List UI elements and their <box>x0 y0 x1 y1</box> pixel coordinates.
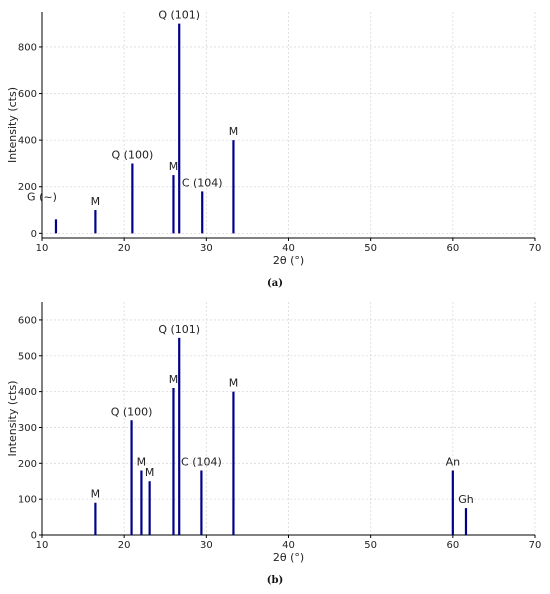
peak-label: M <box>229 377 239 390</box>
y-tick-label: 0 <box>31 229 37 240</box>
y-tick-label: 500 <box>18 351 37 362</box>
x-tick-label: 10 <box>36 540 49 551</box>
x-tick-label: 10 <box>36 243 49 254</box>
peak-label: Q (101) <box>158 323 200 336</box>
x-tick-label: 60 <box>446 540 459 551</box>
y-tick-label: 400 <box>18 387 37 398</box>
caption-b: (b) <box>267 575 283 586</box>
y-tick-label: 600 <box>18 89 37 100</box>
y-tick-label: 0 <box>31 531 37 542</box>
peak-label: An <box>446 455 461 468</box>
x-tick-label: 60 <box>446 243 459 254</box>
y-axis-label: Intensity (cts) <box>6 87 19 163</box>
peak-label: Gh <box>458 493 474 506</box>
x-tick-label: 20 <box>118 243 131 254</box>
x-tick-label: 40 <box>282 540 295 551</box>
y-tick-label: 800 <box>18 42 37 53</box>
x-tick-label: 50 <box>364 243 377 254</box>
peak-label: C (104) <box>182 176 223 189</box>
x-tick-label: 50 <box>364 540 377 551</box>
x-tick-label: 40 <box>282 243 295 254</box>
y-tick-label: 100 <box>18 495 37 506</box>
caption-a: (a) <box>267 278 283 289</box>
y-tick-label: 200 <box>18 459 37 470</box>
x-tick-label: 70 <box>529 243 542 254</box>
x-tick-label: 70 <box>529 540 542 551</box>
x-axis-label: 2θ (°) <box>273 254 304 267</box>
peak-label: M <box>169 160 179 173</box>
y-axis-label: Intensity (cts) <box>6 380 19 456</box>
y-tick-label: 600 <box>18 315 37 326</box>
peak-label: Q (101) <box>158 9 200 22</box>
panel-a-chart: 10 20 30 40 50 60 70 0 200 400 600 800 2θ (°) Intensi… <box>6 9 541 267</box>
x-axis-label: 2θ (°) <box>273 551 304 564</box>
peak-label: Q (100) <box>112 148 154 161</box>
peak-label: M <box>137 455 147 468</box>
peak-label: G (~) <box>27 190 57 203</box>
y-tick-label: 200 <box>18 182 37 193</box>
x-tick-label: 30 <box>200 243 213 254</box>
peak-label: M <box>145 466 155 479</box>
x-tick-label: 20 <box>118 540 131 551</box>
y-tick-label: 400 <box>18 136 37 147</box>
peak-label: M <box>91 488 101 501</box>
panel-b-chart: 10 20 30 40 50 60 70 0 100 200 300 400 500 600 2θ (°) I… <box>6 302 541 564</box>
y-tick-label: 300 <box>18 423 37 434</box>
peak-label: Q (100) <box>111 405 153 418</box>
peak-label: M <box>169 373 179 386</box>
x-tick-label: 30 <box>200 540 213 551</box>
peak-label: C (104) <box>181 455 222 468</box>
peak-label: M <box>229 125 239 138</box>
peak-label: M <box>91 195 101 208</box>
